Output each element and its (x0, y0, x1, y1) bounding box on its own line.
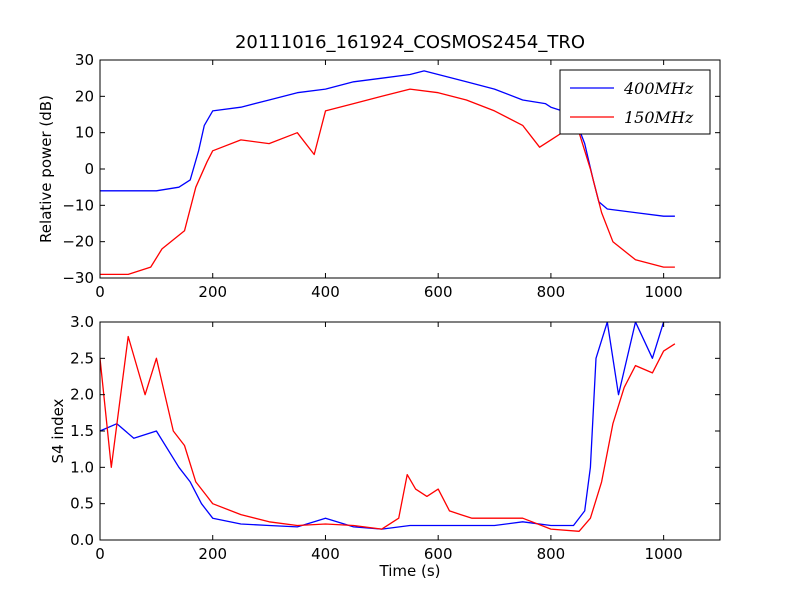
s4-plot: 0 200 400 600 800 1000 0.0 0.5 1.0 1.5 2.0 2.5 3.0 (70, 313, 721, 563)
y-tick-label: 10 (75, 124, 94, 142)
x-tick-label: 800 (537, 545, 566, 563)
y-tick-label: 0.5 (70, 495, 94, 513)
series-group (100, 322, 676, 532)
y-tick-label: 3.0 (70, 313, 94, 331)
x-tick-label: 600 (424, 283, 453, 301)
series-line-400mhz (100, 322, 670, 530)
y-tick-label: −10 (62, 196, 94, 214)
legend: 400MHz 150MHz (559, 69, 711, 135)
x-tick-label: 400 (311, 283, 340, 301)
top-ylabel: Relative power (dB) (37, 95, 55, 243)
x-tick-label: 1000 (645, 283, 683, 301)
y-tick-label: −20 (62, 233, 94, 251)
x-tick-label: 0 (95, 545, 105, 563)
legend-label-400mhz: 400MHz (623, 79, 694, 98)
x-tick-label: 200 (198, 283, 227, 301)
x-tick-label: 1000 (645, 545, 683, 563)
bottom-ylabel: S4 index (49, 398, 67, 463)
bottom-xlabel: Time (s) (379, 562, 441, 580)
x-tick-label: 400 (311, 545, 340, 563)
chart-title: 20111016_161924_COSMOS2454_TRO (235, 32, 585, 53)
y-tick-label: 2.0 (70, 386, 94, 404)
y-tick-label: 2.5 (70, 349, 94, 367)
y-tick-label: −30 (62, 269, 94, 287)
y-tick-label: 1.5 (70, 422, 94, 440)
x-tick-label: 200 (198, 545, 227, 563)
x-tick-label: 0 (95, 283, 105, 301)
y-tick-label: 30 (75, 51, 94, 69)
legend-label-150mhz: 150MHz (624, 108, 694, 127)
y-tick-label: 0.0 (70, 531, 94, 549)
x-tick-label: 600 (424, 545, 453, 563)
series-line-150mhz (100, 88, 675, 276)
y-tick-label: 0 (84, 160, 94, 178)
y-tick-label: 20 (75, 87, 94, 105)
power-plot: 0 200 400 600 800 1000 −30 −20 −10 0 10 20 30 (62, 51, 721, 301)
x-tick-label: 800 (537, 283, 566, 301)
legend-box (559, 69, 711, 135)
series-group (100, 70, 675, 276)
y-tick-label: 1.0 (70, 458, 94, 476)
series-line-150mhz (100, 335, 676, 532)
